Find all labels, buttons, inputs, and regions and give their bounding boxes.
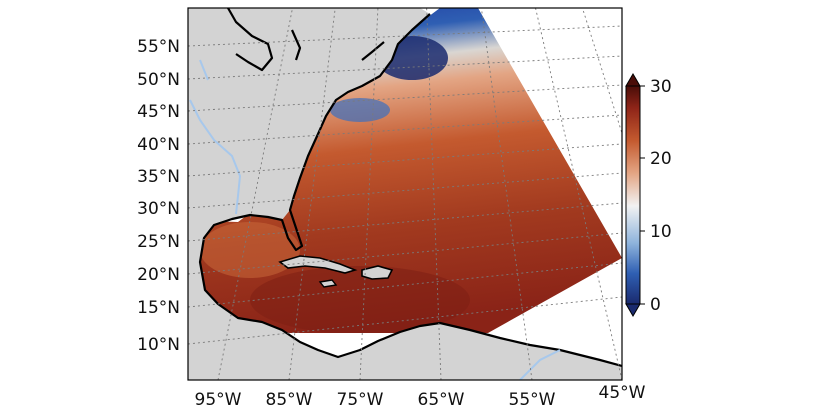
land-mask-east-coast — [188, 8, 430, 290]
colorbar-label-0: 0 — [650, 295, 661, 315]
parallel-line — [188, 25, 622, 47]
map-panel — [188, 8, 622, 380]
lat-label-40: 40°N — [137, 135, 180, 155]
meridian-line — [217, 8, 293, 380]
meridian-line — [480, 8, 533, 380]
land-mask-central-america — [188, 290, 622, 380]
meridian-line — [535, 8, 622, 380]
parallel-line — [188, 202, 622, 242]
lon-label-75: 75°W — [337, 390, 384, 410]
lat-label-10: 10°N — [137, 335, 180, 355]
lon-label-95: 95°W — [195, 390, 242, 410]
sst-cold-plume — [330, 98, 390, 122]
lat-label-55: 55°N — [137, 37, 180, 57]
colorbar-body — [625, 85, 641, 305]
lat-label-35: 35°N — [137, 167, 180, 187]
graticule — [188, 8, 622, 380]
lat-label-25: 25°N — [137, 232, 180, 252]
meridian-line — [359, 8, 379, 380]
sst-caribbean-warm — [250, 266, 470, 333]
lon-label-45: 45°W — [599, 383, 646, 403]
lon-label-55: 55°W — [509, 390, 556, 410]
meridian-line — [426, 8, 442, 380]
parallel-line — [188, 55, 622, 80]
parallel-line — [188, 114, 622, 145]
rivers — [189, 59, 561, 380]
colorbar-max-extension — [625, 73, 641, 87]
island-jamaica — [318, 279, 338, 288]
lat-labels: 55°N 50°N 45°N 40°N 35°N 30°N 25°N 20°N … — [137, 37, 180, 355]
lat-label-45: 45°N — [137, 102, 180, 122]
lon-label-85: 85°W — [266, 390, 313, 410]
parallel-line — [188, 143, 622, 177]
lon-label-65: 65°W — [418, 390, 465, 410]
meridian-line — [288, 8, 336, 380]
lon-labels: 95°W 85°W 75°W 65°W 55°W 45°W — [195, 383, 646, 410]
island-hispaniola — [361, 265, 394, 280]
parallel-line — [188, 172, 622, 209]
parallel-line — [188, 84, 622, 112]
colorbar: 30 20 10 0 — [625, 73, 672, 317]
colorbar-min-extension — [625, 303, 641, 317]
lat-label-15: 15°N — [137, 298, 180, 318]
colorbar-label-30: 30 — [650, 77, 672, 97]
lat-label-50: 50°N — [137, 70, 180, 90]
colorbar-label-20: 20 — [650, 149, 672, 169]
sst-gulf-warm — [200, 222, 300, 278]
lat-label-30: 30°N — [137, 199, 180, 219]
island-cuba — [278, 255, 358, 274]
colorbar-label-10: 10 — [650, 222, 672, 242]
map-frame — [187, 7, 623, 381]
lat-label-20: 20°N — [137, 265, 180, 285]
